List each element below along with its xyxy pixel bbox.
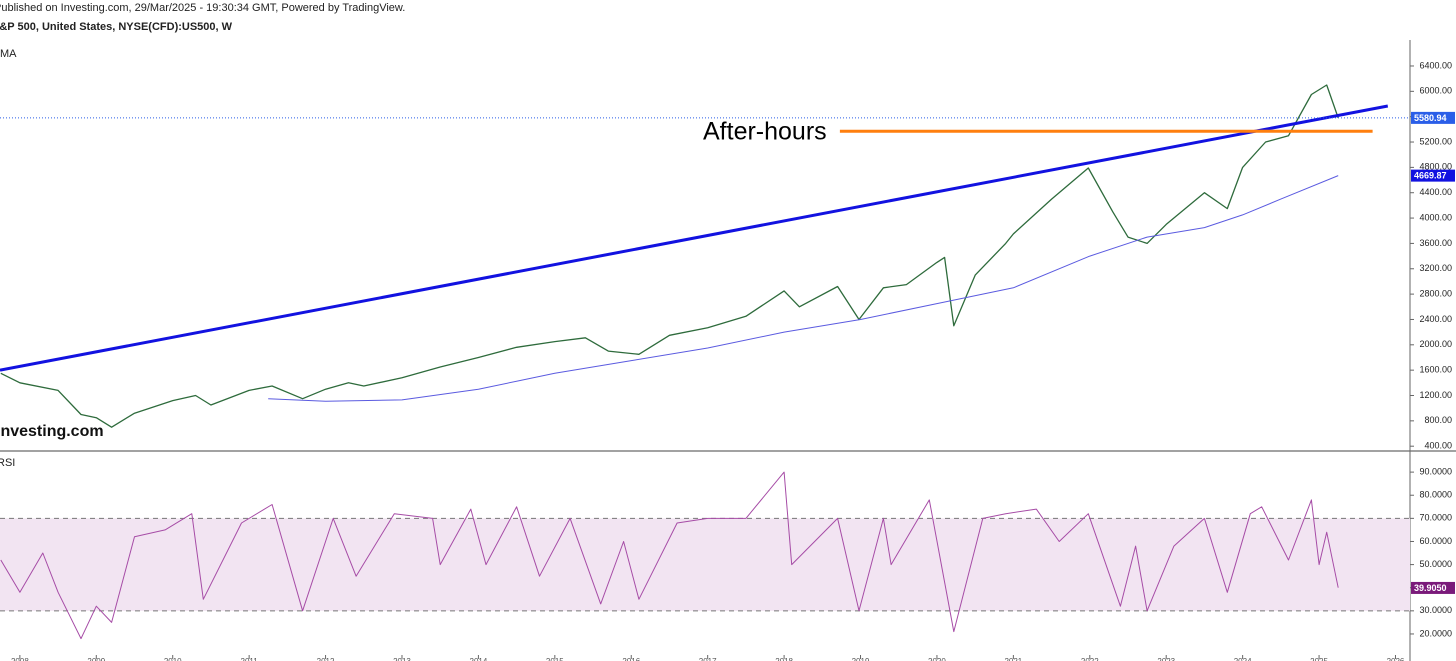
y-tick-label: 60.0000 xyxy=(1419,536,1452,546)
y-tick-label: 400.00 xyxy=(1424,441,1452,451)
x-tick-label: 2021 xyxy=(1004,657,1022,661)
rsi-band xyxy=(0,518,1410,611)
x-tick-label: 2010 xyxy=(164,657,182,661)
x-tick-label: 2013 xyxy=(393,657,411,661)
indicator-label: RSI xyxy=(0,457,15,469)
y-tick-label: 4000.00 xyxy=(1419,212,1452,222)
y-tick-label: 3200.00 xyxy=(1419,263,1452,273)
y-tick-label: 90.0000 xyxy=(1419,466,1452,476)
x-tick-label: 2023 xyxy=(1157,657,1175,661)
y-tick-label: 4400.00 xyxy=(1419,187,1452,197)
y-tick-label: 800.00 xyxy=(1424,415,1452,425)
value-box-label: 39.9050 xyxy=(1414,583,1447,593)
series-line xyxy=(268,175,1339,402)
y-tick-label: 2400.00 xyxy=(1419,314,1452,324)
value-box xyxy=(1411,581,1455,594)
chart-subtitle: S&P 500, United States, NYSE(CFD):US500,… xyxy=(0,21,233,33)
x-tick-label: 2020 xyxy=(928,657,946,661)
x-tick-label: 2019 xyxy=(852,657,870,661)
series-line xyxy=(0,104,1389,372)
value-box xyxy=(1411,111,1455,124)
y-tick-label: 1200.00 xyxy=(1419,390,1452,400)
x-tick-label: 2009 xyxy=(87,657,105,661)
x-tick-label: 2022 xyxy=(1081,657,1099,661)
x-tick-label: 2018 xyxy=(775,657,793,661)
y-tick-label: 50.0000 xyxy=(1419,559,1452,569)
y-tick-label: 5200.00 xyxy=(1419,136,1452,146)
series-line xyxy=(0,471,1339,640)
y-tick-label: 1600.00 xyxy=(1419,365,1452,375)
value-box xyxy=(1411,169,1455,182)
y-tick-label: 80.0000 xyxy=(1419,490,1452,500)
series-line xyxy=(0,84,1339,428)
annotation: After-hours xyxy=(703,118,827,146)
y-tick-label: 6000.00 xyxy=(1419,86,1452,96)
x-tick-label: 2014 xyxy=(470,657,488,661)
x-tick-label: 2024 xyxy=(1234,657,1252,661)
value-box-label: 5580.94 xyxy=(1414,113,1447,123)
y-tick-label: 70.0000 xyxy=(1419,513,1452,523)
y-tick-label: 2800.00 xyxy=(1419,288,1452,298)
x-tick-label: 2011 xyxy=(241,657,259,661)
y-tick-label: 4800.00 xyxy=(1419,162,1452,172)
value-box-label: 4669.87 xyxy=(1414,170,1447,180)
x-tick-label: 2015 xyxy=(546,657,564,661)
y-tick-label: 20.0000 xyxy=(1419,628,1452,638)
x-tick-label: 2008 xyxy=(11,657,29,661)
y-tick-label: 30.0000 xyxy=(1419,605,1452,615)
y-tick-label: 2000.00 xyxy=(1419,339,1452,349)
chart-title: Published on Investing.com, 29/Mar/2025 … xyxy=(0,2,405,14)
x-tick-label: 2017 xyxy=(699,657,717,661)
x-tick-label: 2012 xyxy=(317,657,335,661)
x-tick-label: 2025 xyxy=(1310,657,1328,661)
x-tick-label: 2026 xyxy=(1387,657,1405,661)
y-tick-label: 6400.00 xyxy=(1419,60,1452,70)
x-tick-label: 2016 xyxy=(622,657,640,661)
watermark: Investing.com xyxy=(0,423,104,440)
indicator-label: MA xyxy=(0,48,17,60)
y-tick-label: 3600.00 xyxy=(1419,238,1452,248)
